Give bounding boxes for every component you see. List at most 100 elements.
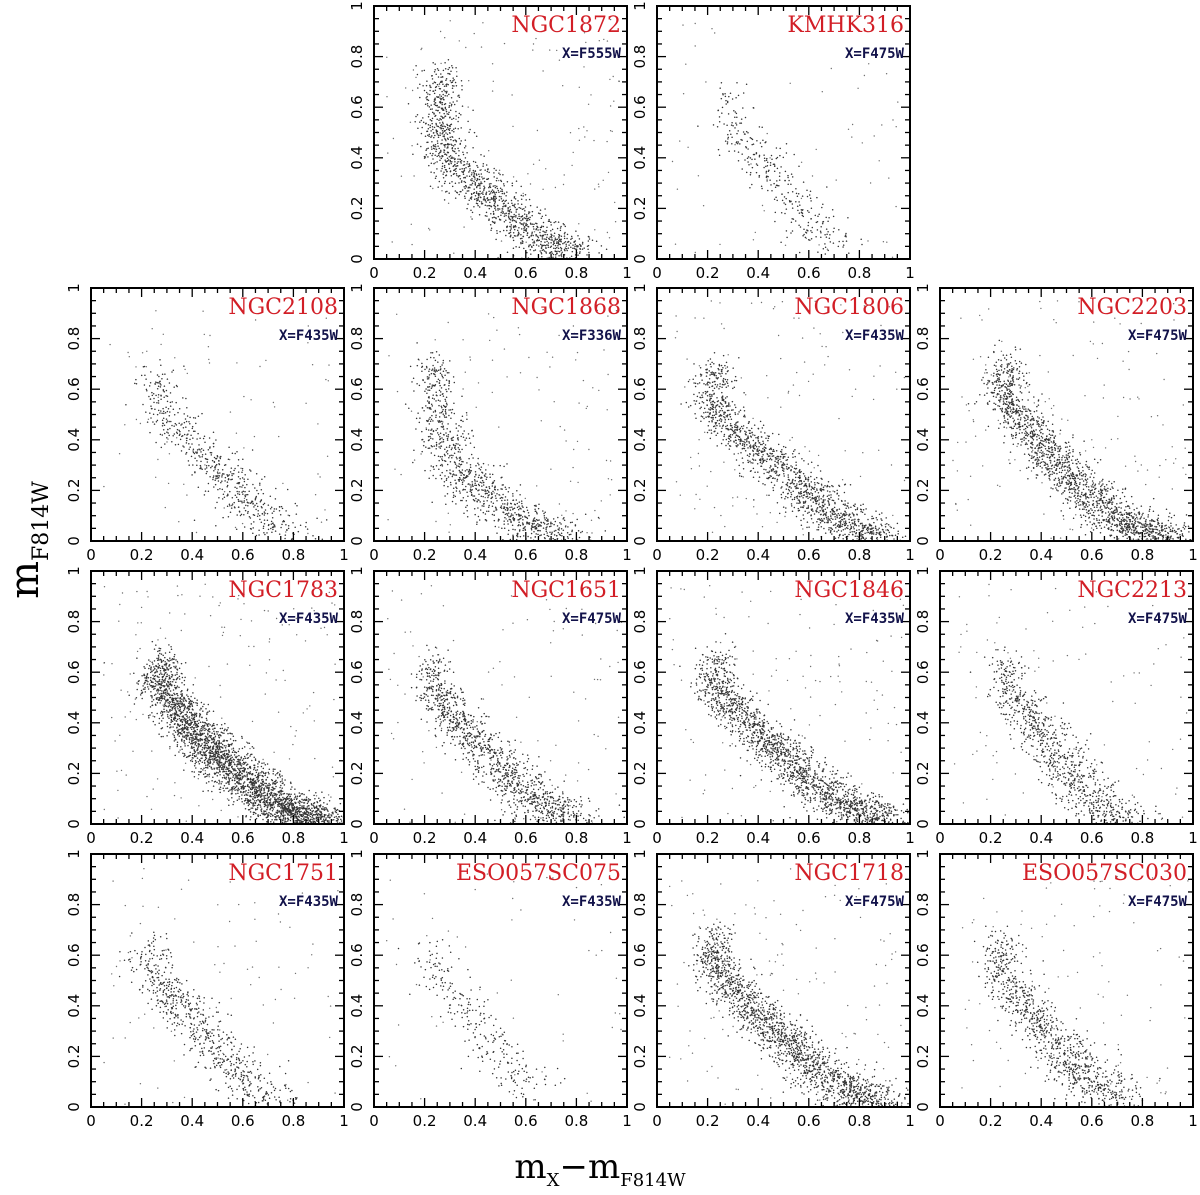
data-point — [447, 435, 449, 438]
y-tick-label: 0 — [348, 254, 366, 264]
data-point — [444, 103, 447, 105]
data-point — [551, 531, 553, 534]
data-point — [540, 251, 542, 254]
data-point — [814, 490, 817, 493]
data-point — [480, 466, 483, 468]
data-point — [739, 143, 741, 145]
data-point — [525, 227, 528, 230]
field-point — [532, 163, 535, 165]
data-point — [234, 452, 236, 455]
data-point — [757, 438, 759, 440]
data-point — [484, 214, 487, 217]
data-point — [767, 435, 770, 438]
data-point — [513, 503, 516, 505]
data-point — [860, 534, 862, 537]
data-point — [468, 171, 470, 173]
data-point — [453, 412, 456, 415]
data-point — [237, 464, 239, 467]
data-point — [802, 235, 804, 237]
data-point — [529, 204, 532, 207]
data-point — [452, 173, 455, 176]
data-point — [458, 154, 460, 157]
data-point — [532, 234, 534, 237]
data-point — [462, 497, 465, 499]
data-point — [157, 402, 160, 404]
data-point — [771, 455, 774, 457]
data-point — [468, 470, 470, 472]
data-point — [488, 494, 490, 496]
data-point — [501, 200, 504, 203]
data-point — [564, 247, 567, 249]
data-point — [849, 524, 852, 526]
data-point — [707, 359, 709, 362]
data-point — [479, 509, 482, 511]
data-point — [810, 218, 812, 220]
data-point — [872, 533, 875, 535]
data-point — [425, 97, 427, 99]
data-point — [477, 457, 479, 460]
data-point — [528, 236, 530, 239]
data-point — [719, 409, 721, 412]
field-point — [411, 145, 413, 147]
data-point — [736, 116, 738, 118]
data-point — [231, 497, 234, 499]
data-point — [196, 438, 198, 440]
data-point — [709, 409, 711, 411]
data-point — [479, 190, 481, 193]
data-point — [431, 122, 433, 125]
data-point — [838, 228, 840, 231]
field-point — [135, 418, 138, 421]
data-point — [179, 433, 181, 435]
data-point — [502, 211, 505, 213]
data-point — [552, 537, 554, 540]
data-point — [440, 73, 442, 75]
data-point — [765, 159, 768, 161]
data-point — [449, 170, 452, 172]
data-point — [468, 131, 470, 134]
data-point — [539, 534, 541, 537]
data-point — [838, 534, 841, 536]
data-point — [517, 200, 519, 202]
data-point — [490, 212, 492, 215]
data-point — [874, 546, 876, 548]
data-point — [183, 413, 185, 415]
data-point — [217, 475, 219, 477]
field-point — [576, 440, 579, 443]
data-point — [213, 460, 216, 463]
data-point — [560, 254, 562, 256]
data-point — [468, 199, 470, 202]
data-point — [444, 408, 447, 411]
data-point — [448, 182, 451, 185]
data-point — [833, 506, 836, 509]
data-point — [450, 454, 452, 457]
data-point — [429, 126, 431, 129]
data-point — [762, 453, 764, 456]
data-point — [175, 401, 177, 404]
data-point — [440, 420, 443, 423]
data-point — [767, 437, 770, 440]
data-point — [693, 400, 695, 402]
data-point — [768, 494, 770, 497]
data-point — [484, 473, 487, 475]
data-point — [483, 505, 485, 507]
data-point — [851, 531, 853, 533]
data-point — [740, 451, 742, 454]
field-point — [243, 395, 245, 398]
data-point — [452, 376, 455, 378]
data-point — [771, 189, 773, 192]
data-point — [813, 486, 816, 489]
data-point — [477, 476, 480, 479]
data-point — [454, 479, 456, 481]
field-point — [754, 231, 756, 234]
data-point — [442, 131, 444, 134]
data-point — [510, 513, 513, 515]
data-point — [803, 505, 805, 507]
data-point — [817, 518, 819, 521]
data-point — [822, 509, 825, 511]
data-point — [867, 543, 869, 545]
data-point — [504, 509, 507, 511]
data-point — [551, 239, 554, 241]
field-point — [489, 339, 491, 342]
data-point — [559, 229, 562, 232]
data-point — [737, 94, 740, 97]
